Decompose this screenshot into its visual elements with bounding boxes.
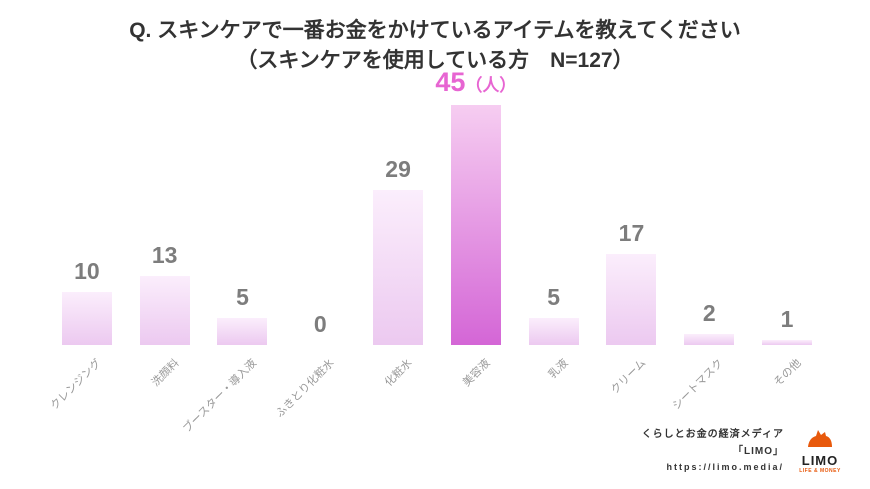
bar-group: 29 化粧水	[359, 105, 437, 389]
category-label: 美容液	[460, 357, 493, 389]
bar-value-label: 13	[151, 241, 178, 268]
bar-value-label: 17	[618, 220, 645, 247]
category-label: 化粧水	[382, 357, 415, 389]
bar-value-label: 0	[313, 311, 327, 337]
fox-icon	[805, 427, 835, 454]
category-label: その他	[771, 357, 804, 389]
bar-group: 2 シートマスク	[670, 105, 748, 412]
category-label: クレンジング	[48, 357, 104, 413]
chart-title-line2: （スキンケアを使用している方 N=127）	[236, 49, 634, 73]
bar-value-label: 29	[385, 156, 411, 183]
bar-value-label: 10	[74, 257, 100, 284]
bar-group: 17 クリーム	[593, 105, 671, 396]
bar	[528, 318, 579, 345]
bar	[684, 334, 735, 345]
bar-chart: 10 クレンジング 13 洗顔料 5 ブースター・導入液 0 ふきとり化粧水 29 化粧水 45（人…	[48, 67, 826, 435]
bar-group: 1 その他	[748, 105, 826, 389]
bar	[139, 275, 190, 345]
category-label: クリーム	[608, 357, 649, 397]
bar-value-label: 1	[780, 305, 794, 332]
bar-value-label: 5	[547, 284, 561, 311]
unit-label: （人）	[465, 76, 517, 95]
logo-wordmark: LIMO	[801, 452, 839, 468]
bar-group: 13 洗顔料	[126, 105, 204, 389]
bar	[762, 339, 813, 345]
bar	[606, 254, 657, 345]
bar	[217, 318, 268, 345]
bar-group: 5 乳液	[515, 105, 593, 381]
bar-value-label-highlight: 45（人）	[435, 67, 517, 97]
category-label: ふきとり化粧水	[273, 357, 337, 421]
bar-group: 45（人） 美容液	[435, 67, 516, 389]
bar-group: 10 クレンジング	[48, 105, 126, 412]
limo-logo: LIMO LIFE & MONEY	[796, 427, 844, 474]
bar	[61, 291, 112, 345]
chart-title: Q. スキンケアで一番お金をかけているアイテムを教えてください （スキンケアを使…	[0, 0, 870, 77]
category-label: シートマスク	[670, 357, 726, 413]
bar	[450, 105, 501, 345]
category-label: 洗顔料	[149, 357, 182, 389]
bar	[373, 190, 424, 345]
chart-title-line1: Q. スキンケアで一番お金をかけているアイテムを教えてください	[129, 19, 741, 42]
footer-url[interactable]: https://limo.media/	[666, 461, 784, 472]
bar-group: 0 ふきとり化粧水	[274, 105, 359, 420]
category-label: ブースター・導入液	[181, 357, 260, 436]
footer-brand-line: 「LIMO」	[733, 445, 784, 457]
footer-media-line: くらしとお金の経済メディア	[641, 428, 784, 440]
bar-value-label: 2	[702, 300, 716, 327]
logo-tagline: LIFE & MONEY	[799, 468, 841, 474]
bar-group: 5 ブースター・導入液	[181, 105, 282, 435]
footer-credit: くらしとお金の経済メディア 「LIMO」 https://limo.media/…	[642, 426, 844, 475]
category-label: 乳液	[546, 357, 571, 382]
bar-value-label: 5	[236, 284, 249, 311]
footer-text: くらしとお金の経済メディア 「LIMO」 https://limo.media/	[642, 426, 784, 475]
